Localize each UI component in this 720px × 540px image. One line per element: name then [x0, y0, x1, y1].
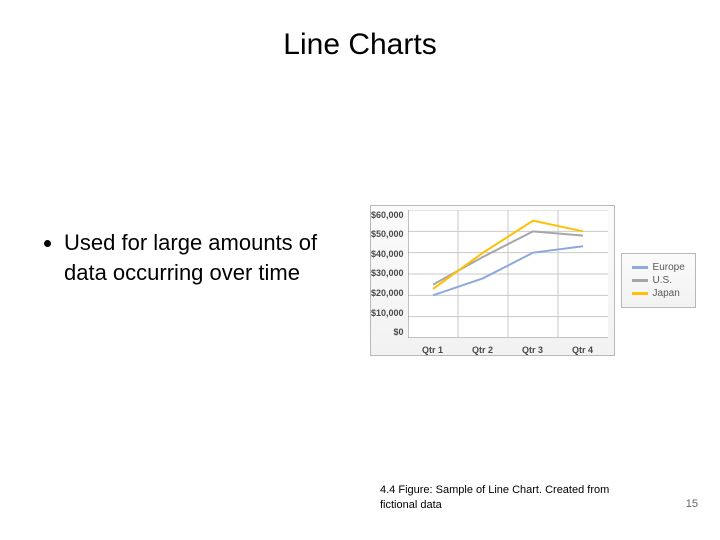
- legend-label: Europe: [653, 262, 685, 273]
- legend-item: Europe: [632, 262, 685, 273]
- x-tick-label: Qtr 3: [508, 345, 558, 355]
- bullet-block: Used for large amounts of data occurring…: [38, 228, 358, 287]
- line-chart-plot: [408, 210, 608, 338]
- plot-column: Qtr 1Qtr 2Qtr 3Qtr 4: [408, 210, 608, 355]
- y-tick-label: $60,000: [371, 210, 404, 220]
- y-tick-label: $0: [371, 327, 404, 337]
- y-tick-label: $40,000: [371, 249, 404, 259]
- x-axis-labels: Qtr 1Qtr 2Qtr 3Qtr 4: [408, 343, 608, 355]
- y-tick-label: $50,000: [371, 229, 404, 239]
- y-tick-label: $10,000: [371, 308, 404, 318]
- chart-panel: $60,000 $50,000 $40,000 $30,000 $20,000 $10,0…: [370, 205, 615, 356]
- slide: Line Charts Used for large amounts of da…: [0, 0, 720, 540]
- bullet-item: Used for large amounts of data occurring…: [64, 228, 358, 287]
- x-tick-label: Qtr 2: [458, 345, 508, 355]
- legend-label: U.S.: [653, 275, 672, 286]
- y-tick-label: $20,000: [371, 288, 404, 298]
- x-tick-label: Qtr 1: [408, 345, 458, 355]
- page-number: 15: [686, 498, 698, 510]
- chart-container: $60,000 $50,000 $40,000 $30,000 $20,000 $10,0…: [370, 180, 700, 380]
- legend-swatch: [632, 279, 648, 282]
- chart-legend: Europe U.S. Japan: [621, 253, 696, 308]
- figure-caption: 4.4 Figure: Sample of Line Chart. Create…: [380, 483, 640, 512]
- legend-item: Japan: [632, 288, 685, 299]
- legend-swatch: [632, 266, 648, 269]
- legend-swatch: [632, 292, 648, 295]
- x-tick-label: Qtr 4: [558, 345, 608, 355]
- legend-label: Japan: [653, 288, 680, 299]
- y-tick-label: $30,000: [371, 268, 404, 278]
- slide-title: Line Charts: [0, 28, 720, 62]
- y-axis-labels: $60,000 $50,000 $40,000 $30,000 $20,000 $10,0…: [371, 210, 408, 338]
- legend-item: U.S.: [632, 275, 685, 286]
